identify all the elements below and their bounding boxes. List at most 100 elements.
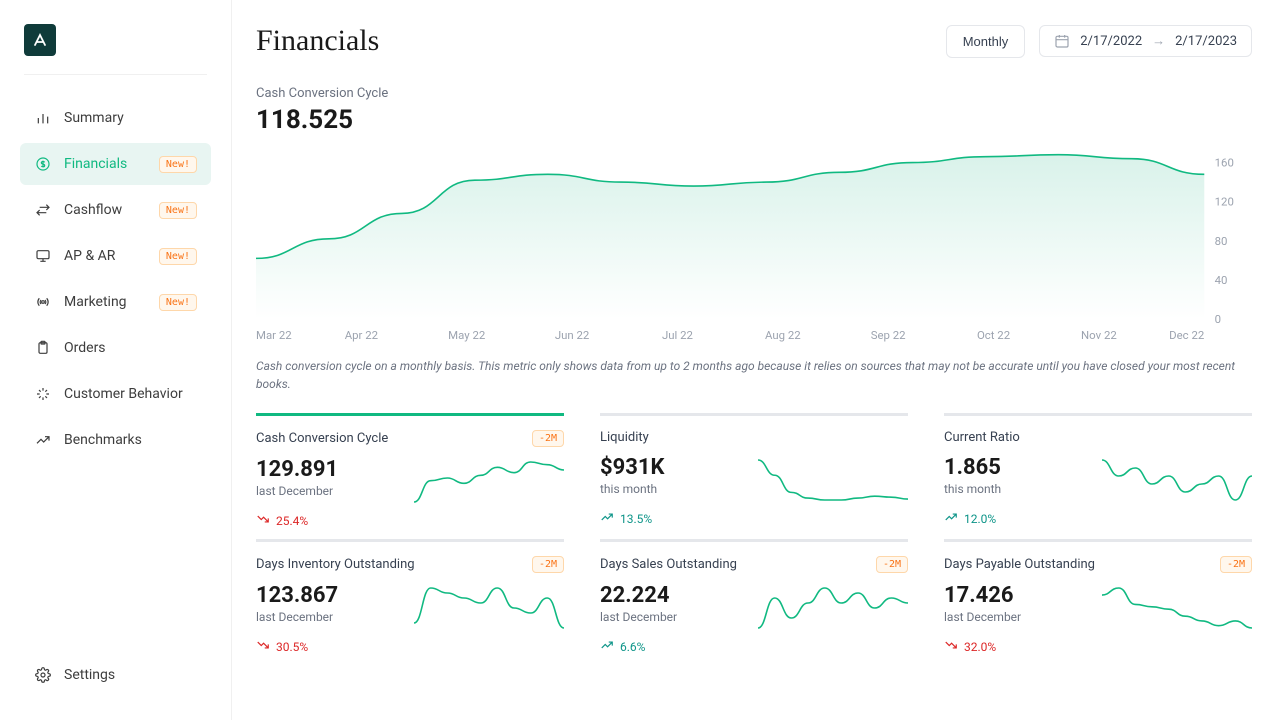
nav-label: AP & AR bbox=[64, 248, 159, 264]
trend-icon bbox=[34, 431, 52, 449]
metric-sparkline bbox=[1102, 455, 1252, 505]
metric-subtitle: this month bbox=[600, 482, 742, 496]
sidebar-item-orders[interactable]: Orders bbox=[20, 327, 211, 369]
sidebar-item-ap-ar[interactable]: AP & ARNew! bbox=[20, 235, 211, 277]
trend-down-icon bbox=[944, 638, 958, 655]
nav-label: Settings bbox=[64, 667, 197, 683]
frequency-selector[interactable]: Monthly bbox=[946, 25, 1026, 58]
arrow-right-icon: → bbox=[1152, 33, 1165, 49]
page-title: Financials bbox=[256, 24, 379, 58]
trend-up-icon bbox=[944, 510, 958, 527]
hero-chart: 04080120160Mar 22Apr 22May 22Jun 22Jul 2… bbox=[256, 143, 1252, 343]
date-range-picker[interactable]: 2/17/2022 → 2/17/2023 bbox=[1039, 25, 1252, 57]
delta-value: 30.5% bbox=[276, 640, 308, 654]
sidebar-item-marketing[interactable]: MarketingNew! bbox=[20, 281, 211, 323]
sidebar-separator bbox=[24, 74, 207, 75]
metrics-grid: Cash Conversion Cycle-2M129.891last Dece… bbox=[256, 413, 1252, 655]
metric-topbar bbox=[600, 413, 908, 416]
metric-card-cash-conversion-cycle[interactable]: Cash Conversion Cycle-2M129.891last Dece… bbox=[256, 413, 564, 529]
svg-text:160: 160 bbox=[1215, 157, 1234, 170]
trend-up-icon bbox=[600, 638, 614, 655]
nav-label: Cashflow bbox=[64, 202, 159, 218]
metric-value: 22.224 bbox=[600, 583, 742, 608]
delta-value: 6.6% bbox=[620, 640, 645, 654]
metric-title: Liquidity bbox=[600, 430, 649, 445]
new-badge: New! bbox=[159, 202, 197, 219]
svg-text:Sep 22: Sep 22 bbox=[871, 329, 906, 342]
metric-topbar bbox=[944, 539, 1252, 542]
calendar-icon bbox=[1054, 33, 1070, 49]
metric-delta: 30.5% bbox=[256, 638, 398, 655]
metric-title: Days Inventory Outstanding bbox=[256, 557, 415, 572]
sidebar-item-cashflow[interactable]: CashflowNew! bbox=[20, 189, 211, 231]
svg-text:Jul 22: Jul 22 bbox=[662, 329, 693, 342]
new-badge: New! bbox=[159, 294, 197, 311]
nav-label: Marketing bbox=[64, 294, 159, 310]
metric-delta: 13.5% bbox=[600, 510, 742, 527]
sidebar-item-summary[interactable]: Summary bbox=[20, 97, 211, 139]
lag-badge: -2M bbox=[876, 556, 908, 573]
main: Financials Monthly 2/17/2022 → 2/17/2023… bbox=[232, 0, 1280, 720]
metric-title: Current Ratio bbox=[944, 430, 1020, 445]
metric-delta: 25.4% bbox=[256, 512, 398, 529]
delta-value: 25.4% bbox=[276, 514, 308, 528]
nav-label: Summary bbox=[64, 110, 197, 126]
metric-sparkline bbox=[414, 583, 564, 633]
svg-text:80: 80 bbox=[1215, 235, 1228, 248]
metric-card-days-payable-outstanding[interactable]: Days Payable Outstanding-2M17.426last De… bbox=[944, 539, 1252, 655]
metric-value: 129.891 bbox=[256, 457, 398, 482]
metric-sparkline bbox=[1102, 583, 1252, 633]
metric-title: Days Payable Outstanding bbox=[944, 557, 1095, 572]
logo bbox=[24, 24, 207, 56]
sidebar-item-customer-behavior[interactable]: Customer Behavior bbox=[20, 373, 211, 415]
svg-text:Jun 22: Jun 22 bbox=[555, 329, 589, 342]
hero-value: 118.525 bbox=[256, 105, 1252, 135]
svg-text:Oct 22: Oct 22 bbox=[977, 329, 1010, 342]
metric-sparkline bbox=[758, 583, 908, 633]
dollar-circle-icon bbox=[34, 155, 52, 173]
lag-badge: -2M bbox=[532, 556, 564, 573]
metric-subtitle: last December bbox=[600, 610, 742, 624]
metric-value: 1.865 bbox=[944, 455, 1086, 480]
lag-badge: -2M bbox=[1220, 556, 1252, 573]
svg-text:Dec 22: Dec 22 bbox=[1169, 329, 1204, 342]
trend-up-icon bbox=[600, 510, 614, 527]
svg-text:Mar 22: Mar 22 bbox=[256, 329, 292, 342]
metric-title: Days Sales Outstanding bbox=[600, 557, 737, 572]
metric-subtitle: this month bbox=[944, 482, 1086, 496]
metric-subtitle: last December bbox=[256, 484, 398, 498]
metric-card-liquidity[interactable]: Liquidity$931Kthis month13.5% bbox=[600, 413, 908, 529]
logo-icon bbox=[24, 24, 56, 56]
header-controls: Monthly 2/17/2022 → 2/17/2023 bbox=[946, 25, 1252, 58]
sidebar-item-benchmarks[interactable]: Benchmarks bbox=[20, 419, 211, 461]
metric-subtitle: last December bbox=[944, 610, 1086, 624]
lag-badge: -2M bbox=[532, 430, 564, 447]
hero-caption: Cash conversion cycle on a monthly basis… bbox=[256, 357, 1252, 393]
trend-down-icon bbox=[256, 512, 270, 529]
metric-card-days-inventory-outstanding[interactable]: Days Inventory Outstanding-2M123.867last… bbox=[256, 539, 564, 655]
svg-text:May 22: May 22 bbox=[448, 329, 485, 342]
metric-card-days-sales-outstanding[interactable]: Days Sales Outstanding -2M 22.224 last Dece… bbox=[600, 539, 908, 655]
metric-card-current-ratio[interactable]: Current Ratio 1.865 this month 12.0% bbox=[944, 413, 1252, 529]
monitor-icon bbox=[34, 247, 52, 265]
metric-topbar bbox=[256, 539, 564, 542]
delta-value: 12.0% bbox=[964, 512, 996, 526]
metric-topbar bbox=[600, 539, 908, 542]
header: Financials Monthly 2/17/2022 → 2/17/2023 bbox=[256, 24, 1252, 58]
nav-label: Benchmarks bbox=[64, 432, 197, 448]
sidebar-item-financials[interactable]: FinancialsNew! bbox=[20, 143, 211, 185]
bar-chart-icon bbox=[34, 109, 52, 127]
sidebar-item-settings[interactable]: Settings bbox=[20, 654, 211, 696]
delta-value: 13.5% bbox=[620, 512, 652, 526]
sidebar: SummaryFinancialsNew!CashflowNew!AP & AR… bbox=[0, 0, 232, 720]
nav-label: Financials bbox=[64, 156, 159, 172]
swap-icon bbox=[34, 201, 52, 219]
nav-label: Orders bbox=[64, 340, 197, 356]
nav-label: Customer Behavior bbox=[64, 386, 197, 402]
metric-sparkline bbox=[414, 457, 564, 507]
metric-delta: 12.0% bbox=[944, 510, 1086, 527]
metric-sparkline bbox=[758, 455, 908, 505]
metric-delta: 32.0% bbox=[944, 638, 1086, 655]
broadcast-icon bbox=[34, 293, 52, 311]
svg-text:Apr 22: Apr 22 bbox=[345, 329, 378, 342]
